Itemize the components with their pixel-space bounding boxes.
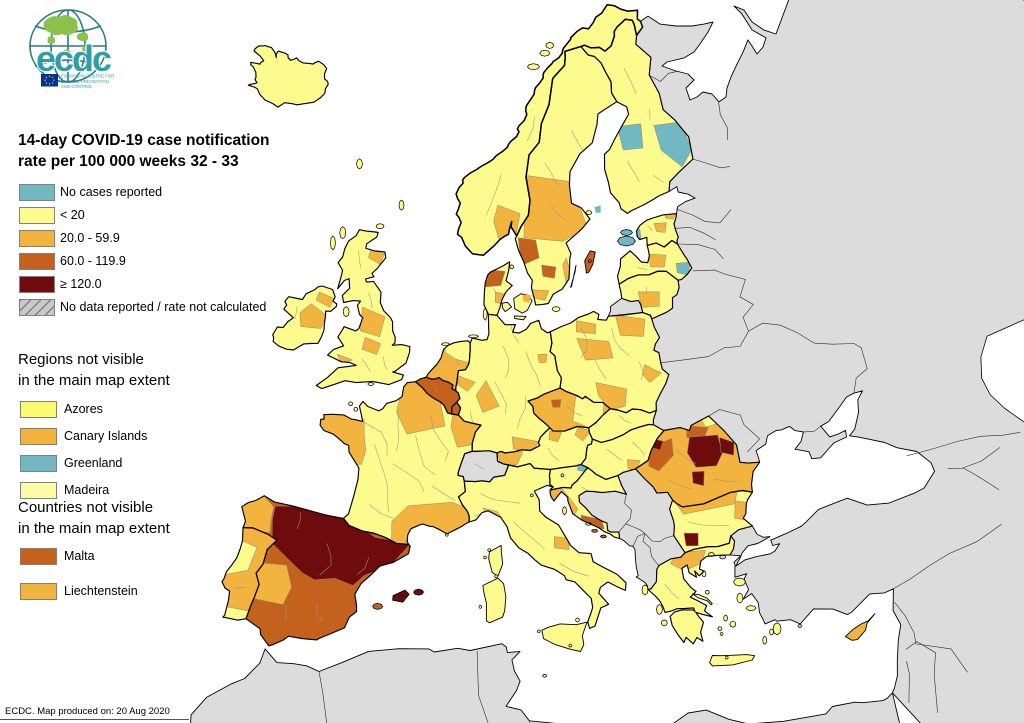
svg-text:EUROPEAN CENTRE FOR: EUROPEAN CENTRE FOR [61,74,114,79]
svg-text:DISEASE PREVENTION: DISEASE PREVENTION [61,79,109,84]
svg-text:ecdc: ecdc [36,38,111,79]
svg-text:AND CONTROL: AND CONTROL [61,84,93,89]
